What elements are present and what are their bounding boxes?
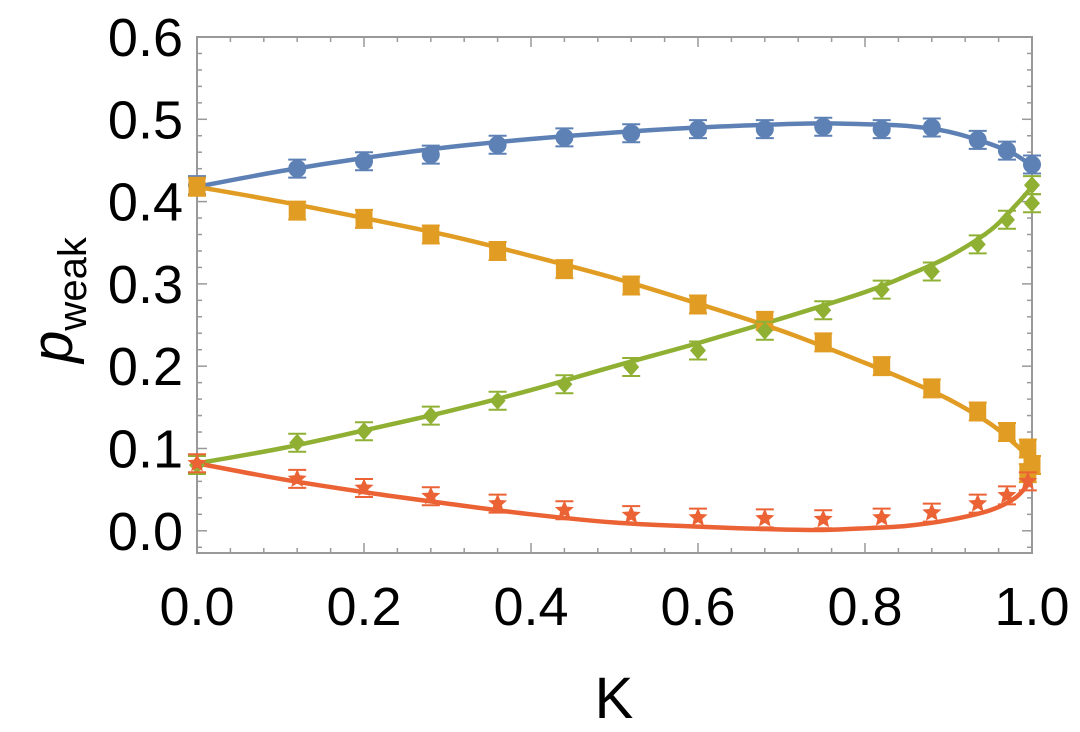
plot-area-border [196, 36, 1033, 554]
data-point-star [813, 509, 833, 528]
data-point-diamond [998, 210, 1015, 229]
tick-labels: 0.0 0.2 0.4 0.6 0.8 1.0 0.0 0.1 0.2 0.3 0.4 0.5 0.6 [108, 8, 1070, 637]
data-point-diamond [623, 358, 640, 377]
x-tick-label: 1.0 [994, 577, 1069, 637]
data-point-circle [872, 120, 891, 139]
data-point-circle [622, 124, 641, 143]
data-point-diamond [1024, 194, 1040, 213]
x-tick-label: 0.2 [326, 577, 401, 637]
series-curve-green [197, 185, 1032, 466]
data-point-star [688, 507, 708, 526]
series-points [187, 116, 1041, 530]
data-point-diamond [356, 422, 372, 441]
y-tick-label: 0.5 [108, 90, 183, 150]
data-point-diamond [690, 341, 706, 360]
data-point-square [355, 210, 373, 228]
y-axis-label-subscript: weak [51, 236, 95, 331]
data-point-star [488, 493, 508, 512]
data-point-square [923, 379, 941, 397]
plot-frame [196, 36, 1033, 554]
data-point-diamond [1024, 176, 1040, 195]
data-point-square [969, 402, 987, 420]
data-point-star [922, 502, 942, 521]
data-point-circle [555, 128, 574, 147]
data-point-circle [997, 141, 1016, 160]
data-point-circle [814, 117, 833, 136]
data-point-square [188, 178, 206, 196]
data-point-square [622, 277, 640, 295]
series-curves [197, 121, 1032, 533]
data-point-square [422, 226, 440, 244]
x-tick-label: 0.6 [660, 577, 735, 637]
data-point-star [968, 493, 988, 512]
data-point-star [554, 500, 574, 519]
data-point-circle [421, 145, 440, 164]
y-tick-label: 0.0 [108, 502, 183, 562]
data-point-circle [922, 118, 941, 137]
data-point-star [621, 505, 641, 524]
data-point-diamond [556, 375, 573, 394]
data-point-square [689, 295, 707, 313]
y-axis-label: pweak [20, 236, 95, 365]
data-point-square [1019, 439, 1037, 457]
x-axis-label: K [595, 666, 634, 731]
y-tick-label: 0.1 [108, 419, 183, 479]
data-point-star [287, 468, 307, 488]
data-point-circle [1023, 155, 1041, 174]
x-tick-label: 0.4 [493, 577, 568, 637]
data-point-circle [755, 120, 774, 139]
data-point-circle [288, 159, 307, 178]
x-tick-label: 0.8 [827, 577, 902, 637]
data-point-circle [968, 130, 987, 149]
data-point-diamond [422, 406, 439, 425]
y-tick-label: 0.6 [108, 8, 183, 68]
data-point-square [873, 357, 891, 375]
data-point-circle [355, 152, 373, 171]
data-point-diamond [969, 235, 986, 254]
data-point-diamond [489, 391, 506, 410]
data-point-square [555, 260, 573, 278]
data-point-diamond [815, 301, 832, 320]
data-point-star [997, 485, 1017, 504]
data-point-square [489, 242, 507, 260]
y-tick-label: 0.2 [108, 337, 183, 397]
data-point-circle [689, 120, 707, 139]
series-curve-orange [197, 184, 1032, 463]
data-point-circle [488, 135, 507, 154]
y-axis-label-main: p [20, 331, 85, 365]
data-point-diamond [289, 433, 306, 452]
data-point-square [998, 423, 1016, 441]
data-point-star [872, 507, 892, 526]
data-point-star [187, 453, 207, 472]
data-point-diamond [756, 321, 773, 340]
data-point-star [421, 486, 441, 505]
axis-ticks [196, 36, 1033, 553]
data-point-star [354, 477, 374, 497]
data-point-star [1018, 471, 1038, 490]
data-point-diamond [873, 280, 890, 299]
data-point-star [755, 508, 775, 527]
y-tick-label: 0.3 [108, 255, 183, 315]
data-point-square [288, 202, 306, 220]
y-tick-label: 0.4 [108, 173, 183, 233]
x-tick-label: 0.0 [159, 577, 234, 637]
series-curve-blue [197, 121, 1032, 189]
series-curve-red [197, 461, 1032, 533]
data-point-square [814, 333, 832, 351]
data-point-diamond [923, 262, 940, 281]
